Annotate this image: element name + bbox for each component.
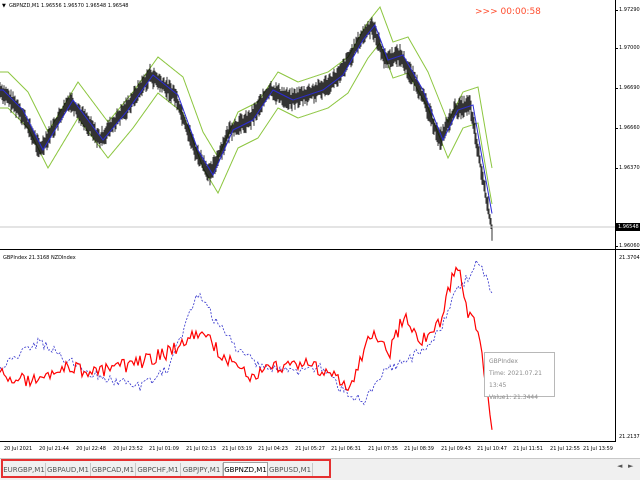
tick-mark [615,128,618,129]
time-label: 21 Jul 03:19 [222,446,252,452]
moving-average-line [0,23,493,214]
gbp-index-line [0,266,493,430]
time-label: 21 Jul 06:31 [331,446,361,452]
indicator-max-label: 21.3704 [619,255,640,261]
tooltip-series: GBPIndex [489,358,518,365]
time-label: 21 Jul 08:39 [404,446,434,452]
time-label: 21 Jul 05:27 [295,446,325,452]
upper-band-line [0,5,493,169]
time-axis-line [0,441,616,442]
tab-eurgbp[interactable]: EURGBP,M1 [3,463,46,477]
time-label: 21 Jul 04:23 [258,446,288,452]
tooltip-time: Time: 2021.07.21 13:45 [489,370,542,389]
indicator-canvas[interactable] [0,252,615,440]
tick-mark [615,10,618,11]
time-label: 20 Jul 23:52 [113,446,143,452]
tick-mark [615,88,618,89]
price-bars [0,17,493,241]
tab-gbpusd[interactable]: GBPUSD,M1 [268,463,313,477]
price-tick: 1.97290 [619,7,640,13]
time-label: 20 Jul 2021 [3,446,33,452]
tick-mark [615,168,618,169]
data-tooltip: GBPIndex Time: 2021.07.21 13:45 Value1: … [484,352,555,401]
time-label: 21 Jul 07:35 [368,446,398,452]
scroll-left-icon[interactable]: ◄ [617,462,623,470]
indicator-panel[interactable]: GBPIndex 21.3168 NZDIndex [0,252,615,440]
tab-gbpchf[interactable]: GBPCHF,M1 [136,463,181,477]
chart-tab-bar: EURGBP,M1 GBPAUD,M1 GBPCAD,M1 GBPCHF,M1 … [0,458,640,480]
scroll-right-icon[interactable]: ► [628,462,634,470]
indicator-min-label: 21.2137 [619,434,640,440]
price-tick: 1.96370 [619,165,640,171]
price-tick: 1.97000 [619,45,640,51]
chart-menu-icon[interactable]: ▼ [2,3,6,9]
time-label: 21 Jul 02:13 [186,446,216,452]
indicator-title: GBPIndex 21.3168 NZDIndex [3,255,76,261]
time-label: 21 Jul 01:09 [149,446,179,452]
time-label: 21 Jul 11:51 [513,446,543,452]
price-tick: 1.96690 [619,85,640,91]
time-label: 20 Jul 21:44 [39,446,69,452]
time-label: 21 Jul 09:43 [441,446,471,452]
price-chart-panel[interactable]: ▼ GBPNZD,M1 1.96556 1.96570 1.96548 1.96… [0,0,615,249]
price-tick: 1.96660 [619,125,640,131]
tab-gbpjpy[interactable]: GBPJPY,M1 [181,463,223,477]
tick-mark [615,48,618,49]
current-price-label: 1.96548 [616,223,640,231]
tooltip-value: Value1: 21.3444 [489,394,539,401]
tab-gbpaud[interactable]: GBPAUD,M1 [46,463,91,477]
panel-separator[interactable] [0,249,640,250]
time-label: 21 Jul 12:55 [550,446,580,452]
tab-highlight-box [1,459,331,478]
price-chart-canvas[interactable] [0,0,615,249]
price-tick: 1.96060 [619,243,640,249]
tab-gbpcad[interactable]: GBPCAD,M1 [91,463,136,477]
bar-timer: >>> 00:00:58 [475,7,541,17]
time-label: 20 Jul 22:48 [76,446,106,452]
time-label: 21 Jul 10:47 [477,446,507,452]
price-chart-title: GBPNZD,M1 1.96556 1.96570 1.96548 1.9654… [9,3,129,9]
nzd-index-line [0,259,493,406]
tick-mark [615,246,618,247]
time-label: 21 Jul 13:59 [583,446,613,452]
price-axis-line [615,0,616,441]
